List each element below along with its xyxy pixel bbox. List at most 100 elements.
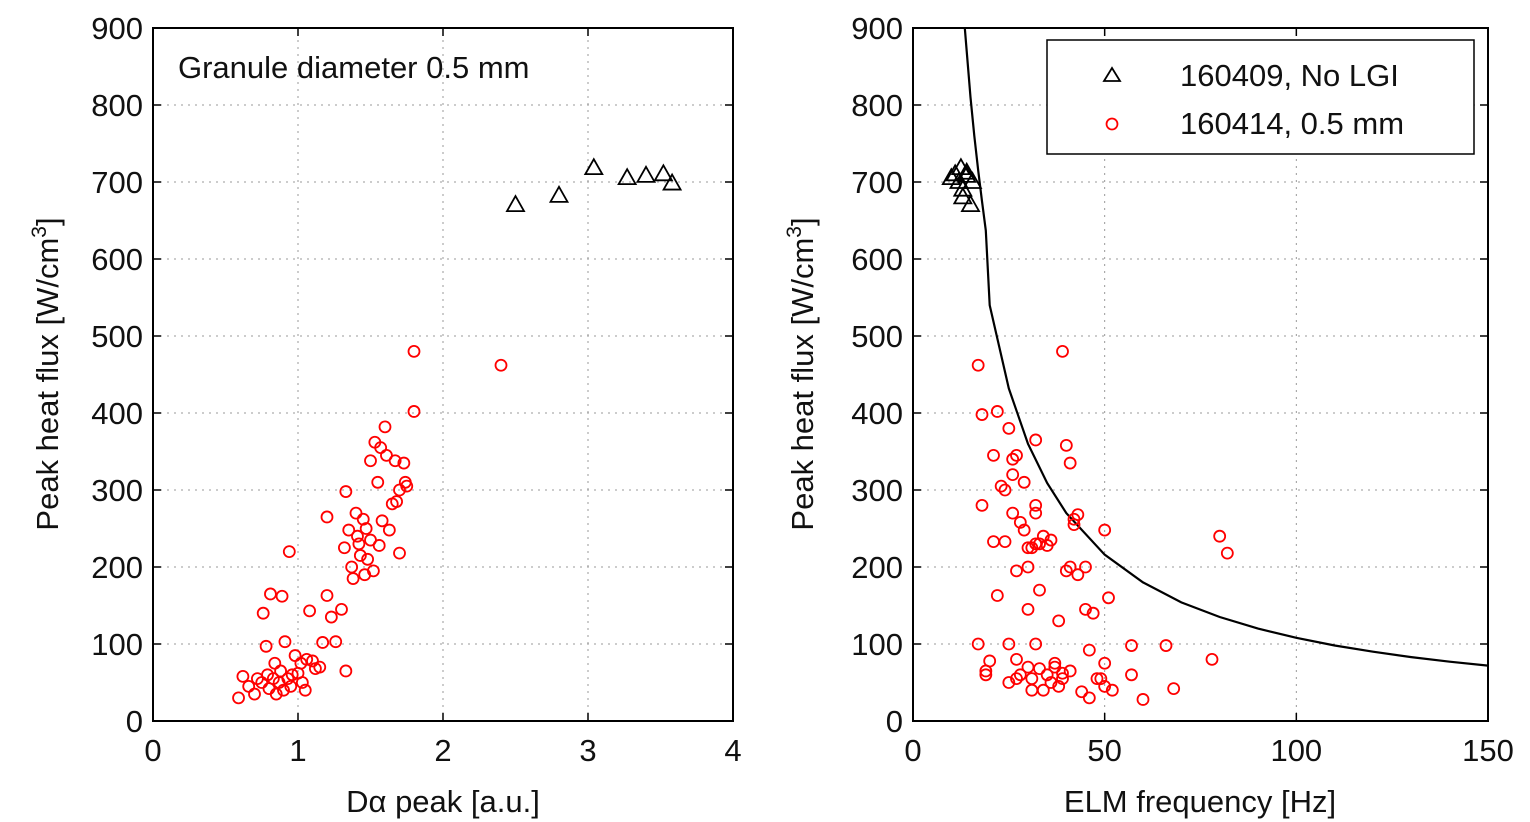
left-plot-area [153,28,733,721]
data-point-circle [1029,506,1043,520]
data-point-circle [971,358,985,372]
data-point-circle [1010,564,1023,578]
data-point-circle [975,498,989,512]
data-point-circle [1010,653,1023,666]
data-point-circle [337,541,351,555]
data-point-triangle [653,163,674,182]
legend-entry-160409: 160409, No LGI [1180,58,1399,93]
data-point-circle [998,483,1012,497]
fit-curve [963,27,1489,667]
data-point-circle [1063,456,1077,470]
left-y-axis-label: Peak heat flux [W/cm3] [28,217,65,530]
data-point-circle [274,664,288,678]
legend: 160409, No LGI 160414, 0.5 mm [1046,39,1475,155]
data-point-circle [407,405,421,418]
data-point-circle [351,529,364,543]
data-point-circle [1029,637,1043,651]
data-point-circle [1044,533,1058,547]
data-point-circle [1006,506,1020,520]
data-point-triangle [548,185,570,203]
data-point-circle [1136,693,1150,706]
right-data-marks [941,157,1234,706]
data-point-circle [1029,433,1043,447]
data-point-circle [1044,676,1058,689]
data-point-circle [1071,508,1085,522]
data-point-circle [277,683,290,697]
data-point-circle [320,510,334,524]
left-y-tick-label: 700 [91,165,143,200]
data-point-circle [1002,637,1016,651]
right-y-tick-label: 0 [886,704,903,739]
right-x-tick-labels: 0 50 100 150 [904,733,1513,768]
left-y-tick-label: 800 [91,88,143,123]
data-point-circle [1002,421,1016,435]
left-x-tick-label: 1 [289,733,306,768]
data-point-circle [388,454,402,468]
legend-box [1046,39,1475,155]
left-x-tick-label: 2 [434,733,451,768]
data-point-circle [361,552,375,566]
left-x-axis-label: Dα peak [a.u.] [346,784,540,819]
data-point-circle [1220,546,1234,560]
data-point-circle [300,653,314,666]
data-point-circle [1021,560,1035,574]
data-point-circle [1056,672,1069,686]
data-point-circle [979,668,993,682]
data-point-circle [316,636,330,649]
left-y-axis-label-main: Peak heat flux [W/cm [30,238,65,531]
data-point-circle [1048,660,1062,674]
data-point-circle [990,405,1004,418]
data-point-circle [1098,656,1112,670]
data-point-circle [1094,672,1108,686]
data-point-circle [256,606,270,620]
data-point-circle [264,587,277,601]
left-y-tick-label: 500 [91,319,143,354]
data-point-circle [1013,668,1027,682]
data-point-circle [382,523,396,537]
data-point-circle [1036,683,1050,697]
data-point-triangle [962,171,983,189]
left-x-tick-label: 0 [144,733,161,768]
data-point-circle [1075,685,1089,699]
right-x-axis-label: ELM frequency [Hz] [1064,784,1336,819]
data-point-circle [1006,468,1020,482]
data-point-triangle [583,157,604,176]
data-point-circle [1105,683,1119,697]
right-y-tick-label: 100 [851,627,903,662]
data-point-circle [994,479,1008,493]
left-x-tick-label: 3 [579,733,596,768]
data-point-circle [378,420,392,434]
data-point-circle [346,572,360,585]
data-point-circle [364,454,377,468]
data-point-circle [1056,344,1069,358]
right-y-axis-label-suffix: ] [785,217,820,226]
data-point-triangle [617,167,638,186]
data-point-circle [990,589,1004,602]
data-point-circle [1017,475,1031,489]
data-point-circle [1010,448,1023,462]
left-y-tick-label: 600 [91,242,143,277]
data-point-circle [1029,498,1043,512]
data-point-circle [494,358,508,372]
data-point-circle [1125,668,1138,682]
data-point-circle [1082,691,1096,705]
legend-circle-icon [1105,117,1119,131]
right-x-tick-label: 100 [1270,733,1322,768]
right-x-tick-label: 0 [904,733,921,768]
data-point-circle [1021,541,1035,555]
data-point-circle [1098,523,1112,537]
data-point-circle [285,668,299,682]
data-point-circle [339,664,353,678]
right-fit-curve-layer [963,27,1489,667]
data-point-circle [1017,523,1031,537]
data-point-circle [1033,662,1046,676]
data-point-circle [1167,682,1181,696]
data-point-circle [248,687,261,701]
data-point-triangle [941,167,962,186]
left-y-axis-label-superscript: 3 [28,226,51,238]
left-annotation: Granule diameter 0.5 mm [178,50,529,85]
left-data-marks [232,157,683,705]
data-point-circle [1059,438,1073,452]
data-point-circle [359,522,373,535]
data-point-circle [339,485,353,498]
